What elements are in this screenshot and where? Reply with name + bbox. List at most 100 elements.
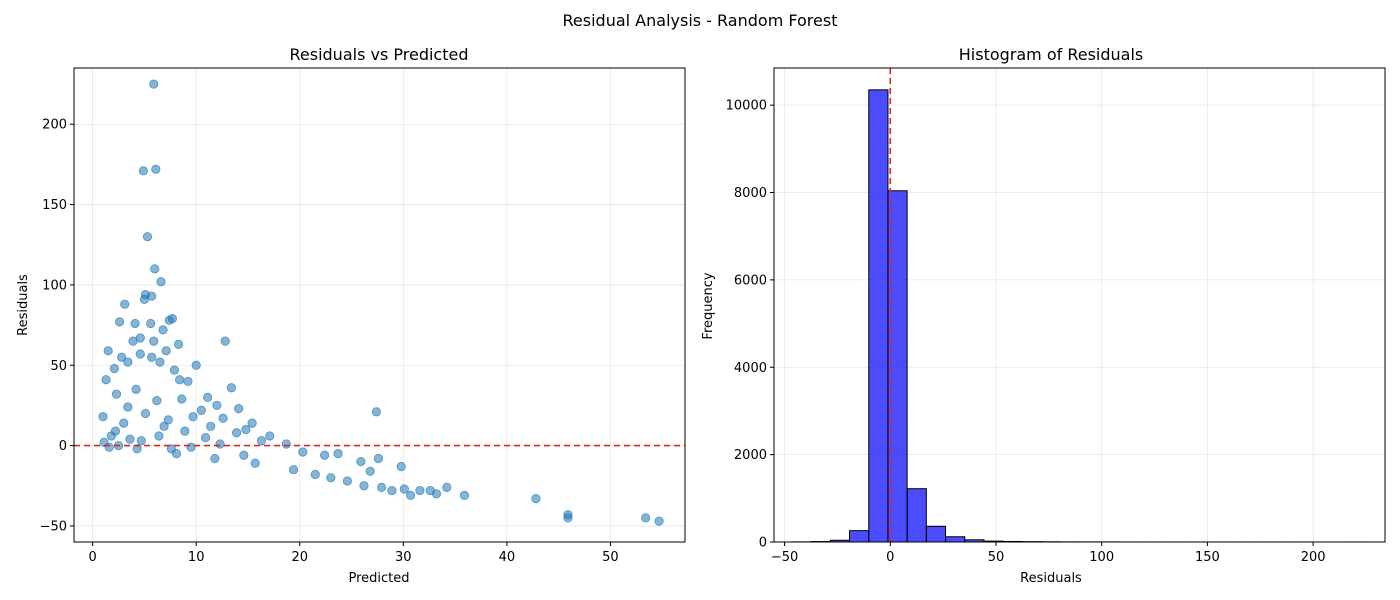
scatter-ytick-label: 150: [42, 198, 67, 213]
scatter-point: [111, 389, 122, 399]
scatter-point: [149, 79, 159, 89]
scatter-point: [371, 407, 381, 417]
scatter-point: [158, 325, 168, 335]
scatter-point: [191, 360, 201, 370]
histogram-ytick-label: 8000: [734, 186, 767, 201]
scatter-point: [131, 384, 141, 394]
scatter-point: [98, 412, 108, 422]
histogram-ylabel: Frequency: [701, 272, 716, 339]
scatter-point: [196, 405, 206, 415]
scatter-point: [239, 450, 249, 460]
scatter-point: [459, 490, 470, 501]
scatter-point: [120, 299, 130, 309]
scatter-title: Residuals vs Predicted: [290, 45, 469, 64]
scatter-point: [218, 413, 228, 423]
scatter-ytick-label: 50: [50, 359, 67, 374]
scatter-point: [563, 513, 573, 523]
histogram-title: Histogram of Residuals: [959, 45, 1144, 64]
scatter-xtick-label: 0: [89, 550, 97, 565]
scatter-point: [356, 457, 366, 467]
histogram-bar: [925, 525, 947, 543]
scatter-point: [442, 482, 452, 492]
scatter-point: [101, 375, 111, 385]
scatter-point: [212, 400, 222, 411]
histogram-xtick-label: 100: [1089, 550, 1114, 565]
scatter-ytick-label: −50: [40, 519, 67, 534]
scatter-point: [149, 336, 159, 346]
scatter-point: [123, 402, 133, 412]
scatter-point: [396, 461, 406, 472]
histogram-xlabel: Residuals: [1020, 571, 1082, 586]
histogram-bar: [868, 89, 889, 543]
scatter-point: [171, 449, 182, 459]
histogram-xtick-label: −50: [771, 550, 798, 565]
scatter-point: [104, 442, 114, 452]
scatter-point: [156, 277, 166, 287]
scatter-point: [298, 447, 308, 457]
scatter-point: [206, 421, 216, 431]
histogram-ytick-label: 2000: [734, 448, 767, 463]
scatter-xtick-label: 20: [291, 550, 308, 565]
scatter-point: [114, 317, 125, 327]
scatter-point: [138, 166, 148, 176]
histogram-ytick-label: 10000: [726, 99, 767, 114]
scatter-point: [231, 428, 242, 438]
scatter-point: [333, 449, 343, 459]
scatter-axes-frame: [73, 67, 686, 543]
scatter-point: [163, 415, 173, 425]
scatter-point: [256, 436, 267, 446]
scatter-point: [186, 442, 196, 452]
scatter-point: [135, 349, 145, 359]
scatter-point: [180, 426, 190, 436]
scatter-point: [365, 466, 375, 476]
scatter-point: [152, 396, 162, 406]
scatter-point: [183, 376, 193, 386]
histogram-xtick-label: 50: [988, 550, 1005, 565]
histogram-bar: [945, 536, 966, 543]
scatter-point: [132, 444, 142, 454]
scatter-point: [154, 431, 164, 441]
scatter-point: [250, 458, 260, 468]
scatter-point: [320, 450, 330, 460]
scatter-ytick-label: 200: [42, 118, 67, 133]
scatter-point: [373, 453, 384, 464]
scatter-point: [150, 264, 160, 274]
scatter-point: [161, 346, 171, 356]
histogram-bar: [906, 488, 927, 543]
scatter-point: [359, 481, 369, 491]
scatter-point: [326, 473, 336, 483]
scatter-point: [119, 418, 129, 428]
scatter-point: [130, 318, 140, 329]
scatter-point: [106, 431, 116, 441]
scatter-point: [220, 336, 230, 346]
scatter-point: [531, 494, 541, 504]
histogram-axes-frame: [773, 67, 1386, 543]
scatter-point: [136, 436, 146, 446]
scatter-xtick-label: 40: [499, 550, 516, 565]
scatter-point: [109, 363, 119, 374]
scatter-point: [123, 357, 133, 367]
scatter-point: [177, 394, 187, 404]
scatter-xtick-label: 50: [602, 550, 619, 565]
scatter-point: [151, 164, 161, 174]
scatter-panel: Residuals vs Predicted Predicted Residua…: [16, 45, 686, 586]
scatter-point: [399, 484, 409, 494]
scatter-point: [117, 352, 127, 362]
scatter-point: [376, 482, 387, 492]
scatter-point: [175, 375, 185, 385]
scatter-xtick-label: 30: [395, 550, 412, 565]
scatter-point: [265, 431, 275, 441]
scatter-xlabel: Predicted: [348, 571, 409, 586]
scatter-point: [641, 513, 651, 523]
scatter-point: [247, 418, 257, 428]
scatter-point: [202, 392, 213, 402]
scatter-point: [188, 412, 198, 422]
histogram-ytick-label: 0: [759, 536, 767, 551]
scatter-point: [142, 232, 153, 242]
scatter-point: [146, 318, 156, 329]
scatter-point: [215, 439, 225, 449]
histogram-ytick-label: 6000: [734, 273, 767, 288]
scatter-point: [288, 465, 299, 475]
histogram-bar: [849, 530, 870, 543]
histogram-xtick-label: 150: [1195, 550, 1220, 565]
